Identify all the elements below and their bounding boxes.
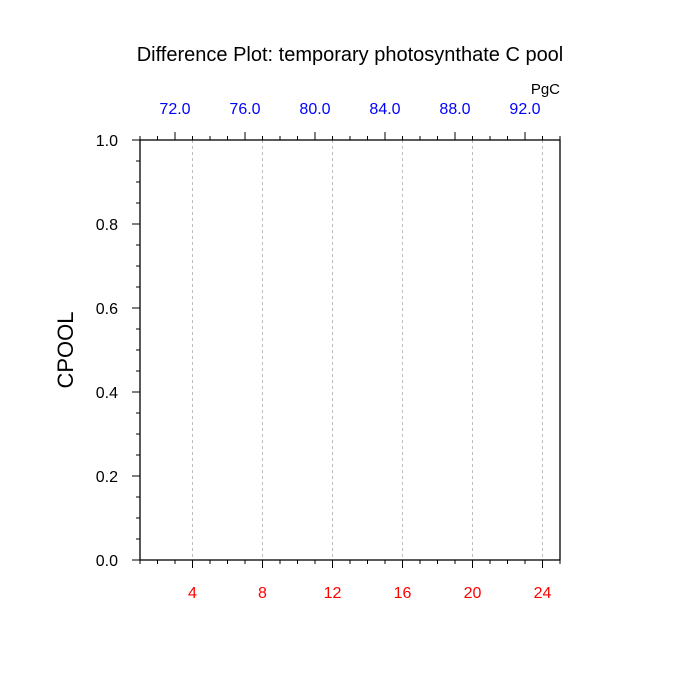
- top-tick-label: 72.0: [159, 101, 190, 118]
- tick-marks: [132, 132, 561, 568]
- y-tick-labels: 0.0 0.2 0.4 0.6 0.8 1.0: [96, 133, 118, 570]
- x-tick-label: 12: [324, 585, 342, 602]
- y-tick-label: 0.6: [96, 301, 118, 318]
- y-tick-label: 0.2: [96, 469, 118, 486]
- y-tick-label: 0.0: [96, 553, 118, 570]
- x-tick-label: 16: [394, 585, 412, 602]
- top-tick-label: 84.0: [369, 101, 400, 118]
- plot-frame: [139, 139, 561, 561]
- x-tick-label: 4: [188, 585, 197, 602]
- top-tick-label: 88.0: [439, 101, 470, 118]
- top-tick-label: 80.0: [299, 101, 330, 118]
- top-tick-label: 92.0: [509, 101, 540, 118]
- gridlines: [192, 140, 543, 560]
- y-tick-label: 0.4: [96, 385, 118, 402]
- chart-title: Difference Plot: temporary photosynthate…: [137, 44, 564, 66]
- x-tick-label: 24: [534, 585, 552, 602]
- x-tick-label: 8: [258, 585, 267, 602]
- top-tick-label: 76.0: [229, 101, 260, 118]
- x-tick-label: 20: [464, 585, 482, 602]
- x-tick-labels: 4 8 12 16 20 24: [188, 585, 551, 602]
- y-tick-label: 1.0: [96, 133, 118, 150]
- y-tick-label: 0.8: [96, 217, 118, 234]
- top-axis-units: PgC: [531, 81, 560, 98]
- top-axis-tick-labels: 72.0 76.0 80.0 84.0 88.0 92.0: [159, 101, 540, 118]
- y-axis-label: CPOOL: [53, 311, 78, 388]
